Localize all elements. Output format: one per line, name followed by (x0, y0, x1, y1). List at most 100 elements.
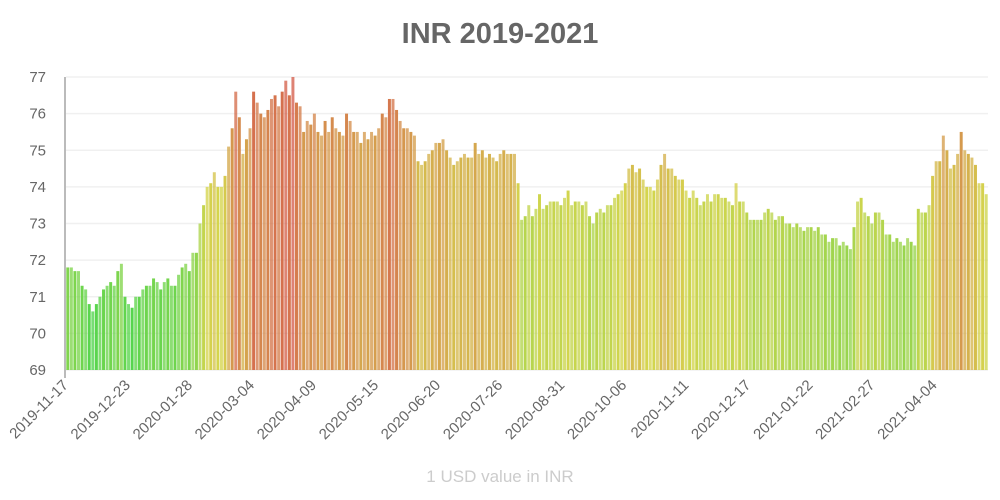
bar (798, 227, 802, 370)
bar (470, 157, 474, 370)
bar (566, 190, 570, 370)
bar (437, 142, 441, 370)
bar (616, 194, 620, 370)
bar (441, 139, 445, 370)
bar (420, 164, 424, 370)
bar (891, 241, 895, 370)
bar (934, 161, 938, 370)
bar (705, 194, 709, 370)
y-tick-label: 75 (29, 142, 46, 159)
bar (345, 113, 349, 370)
bar (448, 157, 452, 370)
bar (916, 208, 920, 370)
bar (520, 219, 524, 370)
bar (702, 201, 706, 370)
bar (184, 263, 188, 370)
bar (159, 289, 163, 370)
bar (230, 128, 234, 370)
bar (166, 278, 170, 370)
bar (173, 285, 177, 370)
bar (80, 285, 84, 370)
bar (845, 245, 849, 370)
bar (941, 135, 945, 370)
bar (970, 157, 974, 370)
bar (366, 139, 370, 370)
bar (523, 216, 527, 370)
bar (884, 234, 888, 370)
bar (734, 183, 738, 370)
bar (655, 179, 659, 370)
bar (931, 175, 935, 370)
bar (909, 241, 913, 370)
bar (580, 205, 584, 370)
bar (963, 150, 967, 370)
bar (384, 117, 388, 370)
bar (527, 205, 531, 370)
bar (423, 161, 427, 370)
bar (698, 205, 702, 370)
bar (806, 227, 810, 370)
bar (109, 282, 113, 370)
bar (927, 205, 931, 370)
bar (191, 252, 195, 370)
bar (227, 146, 231, 370)
bar (327, 131, 331, 370)
bar (923, 212, 927, 370)
bar (831, 238, 835, 370)
bar (573, 201, 577, 370)
bar (94, 304, 98, 370)
bar (663, 153, 667, 370)
bar (459, 157, 463, 370)
bar (205, 186, 209, 370)
bar (588, 216, 592, 370)
bar (838, 245, 842, 370)
bar (223, 175, 227, 370)
bar (834, 238, 838, 370)
bar (595, 212, 599, 370)
bar (452, 164, 456, 370)
bar (377, 128, 381, 370)
bar (795, 223, 799, 370)
x-axis: 2019-11-172019-12-232020-01-282020-03-04… (6, 377, 940, 443)
bar (373, 135, 377, 370)
bar (130, 307, 134, 370)
bar (756, 219, 759, 370)
bar (484, 157, 488, 370)
bar (577, 201, 581, 370)
bar (873, 212, 877, 370)
bar (680, 179, 684, 370)
bar (984, 194, 988, 370)
x-tick-label: 2020-06-20 (378, 377, 444, 443)
bar (898, 241, 902, 370)
x-tick-label: 2019-12-23 (68, 377, 134, 443)
gridlines (66, 76, 988, 371)
bar (548, 201, 552, 370)
bar (84, 289, 88, 370)
bar (881, 219, 885, 370)
bar (355, 131, 359, 370)
y-tick-label: 72 (29, 252, 46, 269)
bar (320, 135, 324, 370)
bar (906, 238, 910, 370)
bar (630, 164, 634, 370)
y-tick-label: 74 (29, 179, 46, 196)
bar (398, 120, 402, 370)
bar (105, 285, 109, 370)
bar (773, 219, 777, 370)
bar (473, 142, 477, 370)
bar (634, 172, 638, 370)
bar (295, 102, 298, 370)
bar (277, 106, 281, 371)
bar (877, 212, 881, 370)
bar (405, 128, 409, 370)
bar (952, 164, 956, 370)
bar (252, 91, 256, 371)
bar (627, 168, 631, 370)
bar (466, 157, 470, 370)
x-tick-label: 2020-10-06 (564, 377, 630, 443)
bar (863, 212, 867, 370)
bar (563, 197, 567, 370)
bar (280, 91, 284, 371)
bar (823, 234, 827, 370)
bar (766, 208, 770, 370)
